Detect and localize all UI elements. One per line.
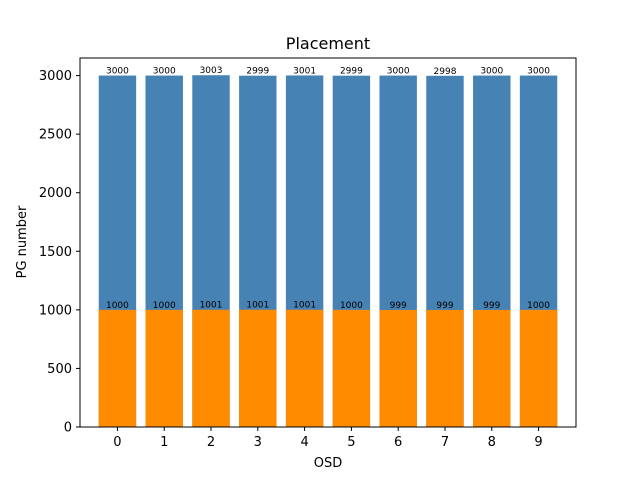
- bar-s1-2: [192, 309, 230, 427]
- data-label-s1-7: 999: [436, 301, 453, 311]
- data-label-s0-6: 3000: [387, 67, 410, 77]
- bar-s1-3: [239, 309, 277, 427]
- bar-s1-8: [473, 309, 511, 427]
- bar-s1-4: [285, 309, 324, 427]
- data-label-s1-0: 1000: [106, 301, 129, 311]
- data-label-s0-7: 2998: [434, 67, 457, 77]
- bar-s1-9: [519, 309, 558, 427]
- data-label-s0-1: 3000: [153, 67, 176, 77]
- data-label-s1-1: 1000: [153, 301, 176, 311]
- x-tick-label-7: 7: [441, 435, 449, 450]
- data-label-s1-4: 1001: [293, 301, 316, 311]
- data-label-s1-5: 1000: [340, 301, 363, 311]
- x-tick-label-2: 2: [207, 435, 215, 450]
- bar-s1-6: [379, 309, 417, 427]
- y-axis-label: PG number: [15, 205, 30, 278]
- data-label-s1-9: 1000: [527, 301, 550, 311]
- data-label-s0-0: 3000: [106, 67, 129, 77]
- bar-s1-7: [426, 309, 464, 427]
- y-tick-label-2500: 2500: [39, 128, 72, 143]
- plot-frame: [79, 57, 577, 428]
- data-label-s0-9: 3000: [527, 67, 550, 77]
- data-label-s0-4: 3001: [293, 66, 316, 76]
- x-tick-label-4: 4: [300, 435, 308, 450]
- data-label-s0-3: 2999: [246, 67, 269, 77]
- y-tick-label-500: 500: [47, 362, 72, 377]
- x-tick-label-3: 3: [254, 435, 262, 450]
- bars-layer: [98, 75, 558, 427]
- data-label-s0-8: 3000: [480, 67, 503, 77]
- data-label-s1-6: 999: [390, 301, 407, 311]
- y-tick-label-1500: 1500: [39, 245, 72, 260]
- x-tick-label-9: 9: [534, 435, 542, 450]
- data-label-s0-5: 2999: [340, 67, 363, 77]
- data-label-s1-2: 1001: [200, 301, 223, 311]
- x-tick-label-6: 6: [394, 435, 402, 450]
- x-tick-label-1: 1: [160, 435, 168, 450]
- data-labels-layer: 3000 3000 3003 2999 3001 2999 3000 2998 3000 3000…: [106, 66, 550, 311]
- y-tick-label-2000: 2000: [39, 186, 72, 201]
- x-axis-label: OSD: [314, 456, 343, 471]
- y-tick-label-1000: 1000: [39, 303, 72, 318]
- x-tick-label-0: 0: [113, 435, 121, 450]
- bar-s1-0: [98, 309, 137, 427]
- x-tick-label-8: 8: [488, 435, 496, 450]
- data-label-s0-2: 3003: [200, 66, 223, 76]
- y-tick-label-3000: 3000: [39, 69, 72, 84]
- x-tick-label-5: 5: [347, 435, 355, 450]
- y-tick-label-0: 0: [64, 421, 72, 436]
- chart-title: Placement: [286, 34, 370, 53]
- data-label-s1-3: 1001: [246, 301, 269, 311]
- bar-s1-5: [332, 309, 371, 427]
- data-label-s1-8: 999: [483, 301, 500, 311]
- bar-s1-1: [145, 309, 183, 427]
- axes-layer: 0 500 1000 1500 2000 2500 3000 0 1 2 3 4 5 6 7 8 9: [39, 57, 577, 450]
